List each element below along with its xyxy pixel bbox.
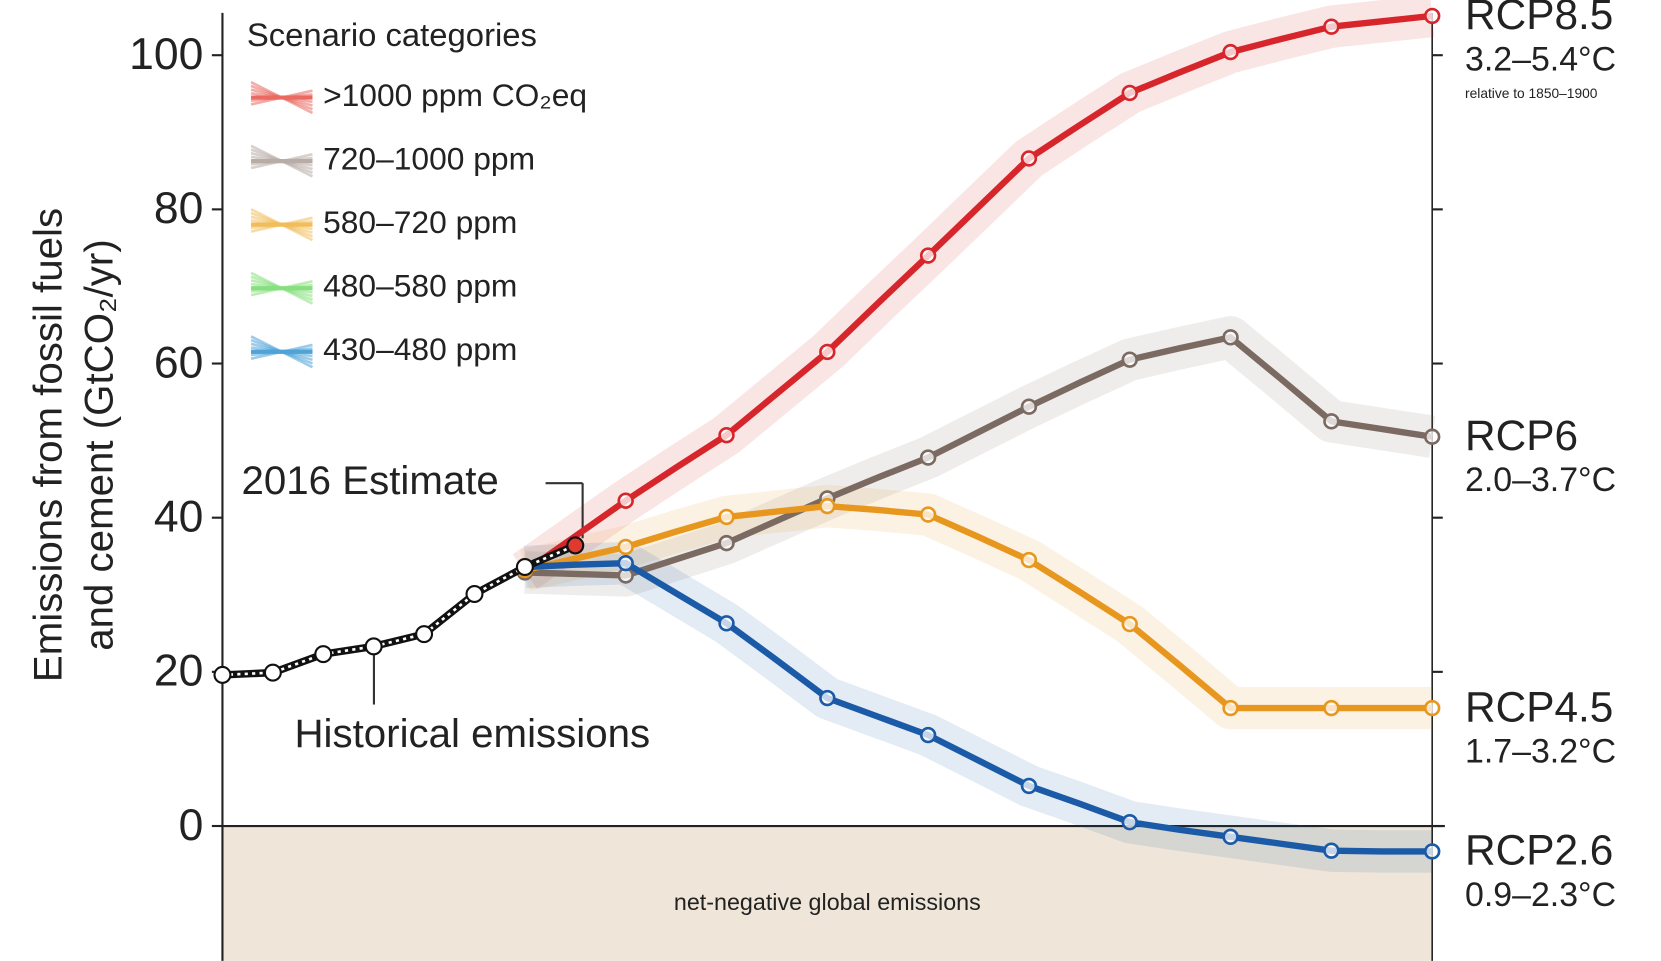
y-tick-label: 0 — [179, 801, 204, 850]
series-marker — [718, 534, 735, 552]
series-marker — [1323, 842, 1340, 859]
series-marker — [617, 492, 634, 509]
series-marker — [1121, 615, 1138, 633]
y-tick-label: 20 — [154, 647, 203, 696]
y-tick-label: 60 — [154, 338, 203, 387]
series-band — [512, 0, 1435, 589]
series-marker — [919, 247, 937, 264]
series-marker — [1423, 7, 1441, 25]
series-label: RCP6 — [1465, 412, 1578, 459]
historical-marker — [515, 558, 534, 577]
historical-marker — [314, 645, 333, 664]
series-marker — [919, 449, 937, 466]
legend-label: 480–580 ppm — [323, 268, 517, 304]
series-marker — [1121, 84, 1138, 102]
series-marker — [1020, 150, 1038, 167]
series-label: RCP8.5 — [1465, 0, 1613, 38]
y-tick-label: 80 — [154, 184, 203, 233]
legend-item: 720–1000 ppm — [250, 141, 535, 178]
series-marker — [1222, 43, 1239, 61]
series-line — [523, 12, 1433, 575]
series-marker — [919, 726, 937, 744]
series-label: RCP2.6 — [1465, 827, 1613, 874]
series-marker — [1020, 551, 1038, 569]
legend-item: 430–480 ppm — [250, 331, 517, 369]
series-marker — [617, 554, 634, 572]
legend-label: 430–480 ppm — [323, 331, 517, 367]
series-line — [524, 334, 1433, 579]
annotation: relative to 1850–1900 — [1465, 86, 1598, 101]
series-marker — [1121, 813, 1138, 831]
historical-marker — [213, 665, 232, 684]
series-line — [524, 502, 1433, 712]
y-tick-label: 40 — [154, 493, 203, 542]
legend-item: >1000 ppm CO₂eq — [250, 77, 587, 115]
series-marker — [718, 508, 735, 526]
historical-marker — [566, 536, 585, 555]
y-axis-label: and cement (GtCO₂/yr) — [76, 239, 121, 651]
y-axis-label: Emissions from fossil fuels — [25, 208, 70, 682]
region-label: net-negative global emissions — [674, 889, 981, 915]
series-marker — [819, 689, 836, 707]
series-marker — [718, 615, 735, 632]
series-marker — [1020, 398, 1038, 415]
series-marker — [1222, 329, 1239, 346]
series-marker — [919, 506, 937, 523]
series-marker — [1222, 828, 1239, 846]
series-marker — [718, 427, 735, 444]
annotation: 2016 Estimate — [242, 458, 499, 503]
legend-item: 480–580 ppm — [250, 268, 517, 305]
historical-marker — [364, 637, 383, 656]
series-marker — [1323, 699, 1340, 717]
legend-title: Scenario categories — [247, 16, 537, 53]
legend-label: 720–1000 ppm — [323, 141, 535, 177]
series-marker — [617, 538, 634, 556]
historical-marker — [465, 584, 484, 604]
series-temperature: 3.2–5.4°C — [1465, 40, 1616, 78]
legend-label: >1000 ppm CO₂eq — [323, 77, 587, 113]
series-marker — [1323, 413, 1340, 430]
series-label: RCP4.5 — [1465, 683, 1613, 730]
historical-marker — [263, 663, 282, 682]
series-temperature: 0.9–2.3°C — [1465, 876, 1616, 914]
historical-marker — [415, 625, 434, 644]
series-marker — [1323, 18, 1340, 35]
legend-label: 580–720 ppm — [323, 204, 517, 240]
negative-region — [222, 826, 1433, 961]
series-marker — [1423, 699, 1441, 717]
series-marker — [1423, 843, 1441, 860]
series-line — [524, 559, 1433, 855]
annotation: Historical emissions — [294, 711, 650, 756]
series-marker — [1222, 699, 1239, 717]
legend-item: 580–720 ppm — [250, 204, 517, 242]
series-marker — [819, 497, 836, 515]
series-temperature: 2.0–3.7°C — [1465, 461, 1616, 499]
y-tick-label: 100 — [129, 30, 203, 79]
series-marker — [1423, 428, 1441, 445]
series-marker — [1121, 351, 1138, 368]
series-temperature: 1.7–3.2°C — [1465, 733, 1616, 771]
series-marker — [819, 343, 836, 361]
series-marker — [1020, 777, 1038, 795]
